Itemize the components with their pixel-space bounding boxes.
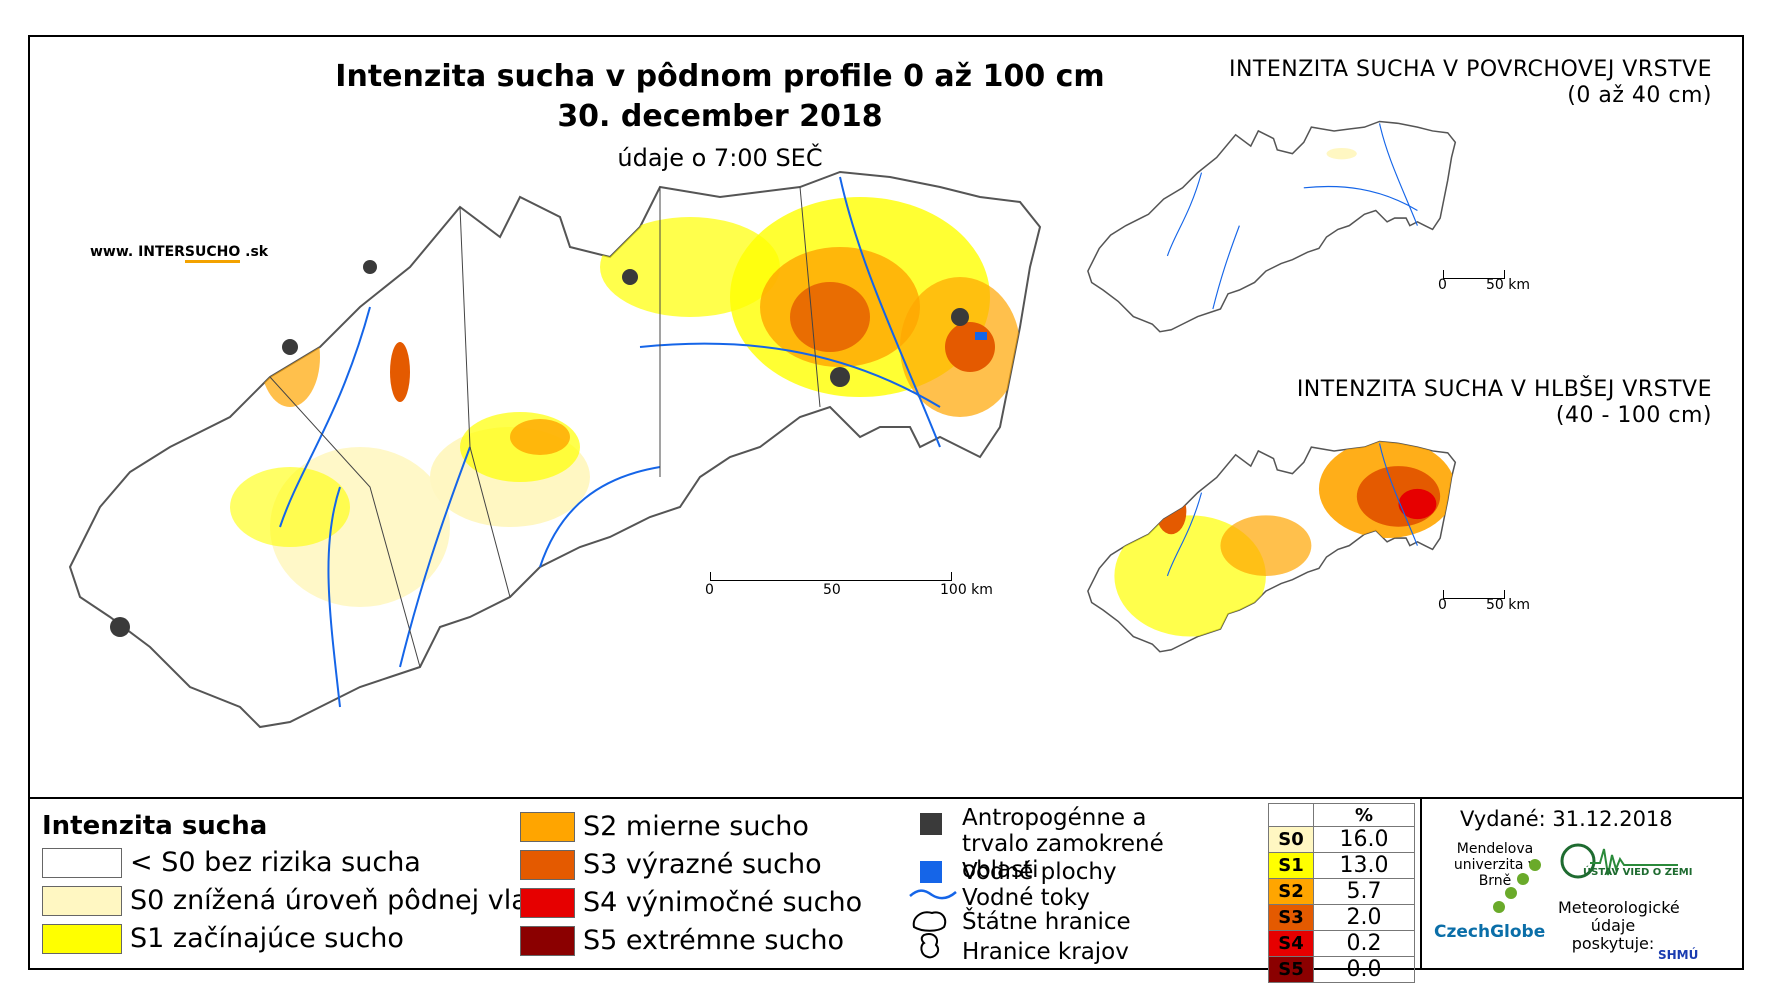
data-time: údaje o 7:00 SEČ — [617, 144, 823, 172]
pct-class: S0 — [1268, 826, 1314, 853]
legend-swatch — [520, 811, 575, 842]
mendel-logo: Mendelova univerzita v Brně — [1453, 841, 1537, 889]
legend-class-s5: S5 extrémne sucho — [520, 925, 844, 956]
surface-drought-map — [1087, 120, 1457, 333]
water-body-symbol-icon — [920, 861, 942, 883]
pct-value: 0.2 — [1313, 930, 1415, 957]
deep-map-title: INTENZITA SUCHA V HLBŠEJ VRSTVE — [1296, 377, 1712, 402]
deep-map-subtitle: (40 - 100 cm) — [1555, 403, 1712, 428]
water-body — [975, 332, 987, 340]
map-area: Intenzita sucha v pôdnom profile 0 až 10… — [30, 37, 1742, 797]
legend-class-none: < S0 bez rizika sucha — [42, 847, 421, 878]
legend-class-s4: S4 výnimočné sucho — [520, 887, 862, 918]
pct-value: 16.0 — [1313, 826, 1415, 853]
state-border-symbol-icon — [912, 911, 947, 932]
meteo-provider: Meteorologické údaje poskytuje: — [1558, 898, 1680, 953]
surface-map-title: INTENZITA SUCHA V POVRCHOVEJ VRSTVE — [1228, 57, 1712, 82]
river-symbol-icon — [909, 889, 957, 900]
legend-urban: Antropogénne a trvalo zamokrené oblasti — [962, 805, 1164, 883]
map-sheet: Intenzita sucha v pôdnom profile 0 až 10… — [28, 35, 1744, 983]
legend-swatch — [520, 925, 575, 956]
urban-areas — [110, 260, 969, 637]
legend-region-border: Hranice krajov — [962, 939, 1129, 965]
divider — [1420, 799, 1422, 970]
issued-date: Vydané: 31.12.2018 — [1460, 807, 1673, 831]
pct-value: 2.0 — [1313, 904, 1415, 931]
legend-swatch — [42, 885, 122, 916]
legend-class-s2: S2 mierne sucho — [520, 811, 809, 842]
legend-swatch — [42, 847, 122, 878]
pct-value: 13.0 — [1313, 852, 1415, 879]
main-title: Intenzita sucha v pôdnom profile 0 až 10… — [335, 59, 1105, 94]
pct-class: S1 — [1268, 852, 1314, 879]
legend-class-s1: S1 začínajúce sucho — [42, 923, 404, 954]
legend-state-border: Štátne hranice — [962, 909, 1131, 935]
deep-drought-map — [1087, 440, 1457, 653]
shmu-logo: SHMÚ — [1658, 948, 1699, 962]
czechglobe-logo: CzechGlobe — [1434, 922, 1546, 942]
pct-class: S3 — [1268, 904, 1314, 931]
legend-rivers: Vodné toky — [962, 885, 1090, 911]
region-border-symbol-icon — [920, 933, 940, 959]
surface-map-subtitle: (0 až 40 cm) — [1567, 83, 1712, 108]
legend-swatch — [520, 849, 575, 880]
legend-water-bodies: Vodné plochy — [962, 859, 1117, 885]
legend-class-s3: S3 výrazné sucho — [520, 849, 822, 880]
main-drought-map — [69, 171, 1041, 728]
date-title: 30. december 2018 — [557, 99, 883, 134]
website-link[interactable]: www. INTERSUCHO .sk — [90, 244, 268, 263]
region-borders — [269, 186, 821, 668]
pct-value: 0.0 — [1313, 956, 1415, 983]
ustav-logo-icon — [1560, 843, 1678, 879]
pct-class: S4 — [1268, 930, 1314, 957]
mendel-dots-icon — [1493, 859, 1541, 913]
legend-title: Intenzita sucha — [42, 811, 268, 841]
pct-class: S2 — [1268, 878, 1314, 905]
percent-table: % S0 16.0 S1 13.0 S2 5.7 S3 2.0 S4 0.2 S5 0.0 — [1268, 803, 1415, 983]
percent-header: % — [1313, 803, 1415, 827]
rivers — [279, 176, 941, 708]
legend-panel: Intenzita sucha < S0 bez rizika sucha S0… — [30, 797, 1742, 983]
ustav-logo: ÚSTAV VIED O ZEMI — [1583, 867, 1693, 878]
legend-swatch — [520, 887, 575, 918]
pct-class: S5 — [1268, 956, 1314, 983]
legend-swatch — [42, 923, 122, 954]
pct-value: 5.7 — [1313, 878, 1415, 905]
legend-class-s0: S0 znížená úroveň pôdnej vlahy — [42, 885, 561, 916]
urban-symbol-icon — [920, 813, 942, 835]
